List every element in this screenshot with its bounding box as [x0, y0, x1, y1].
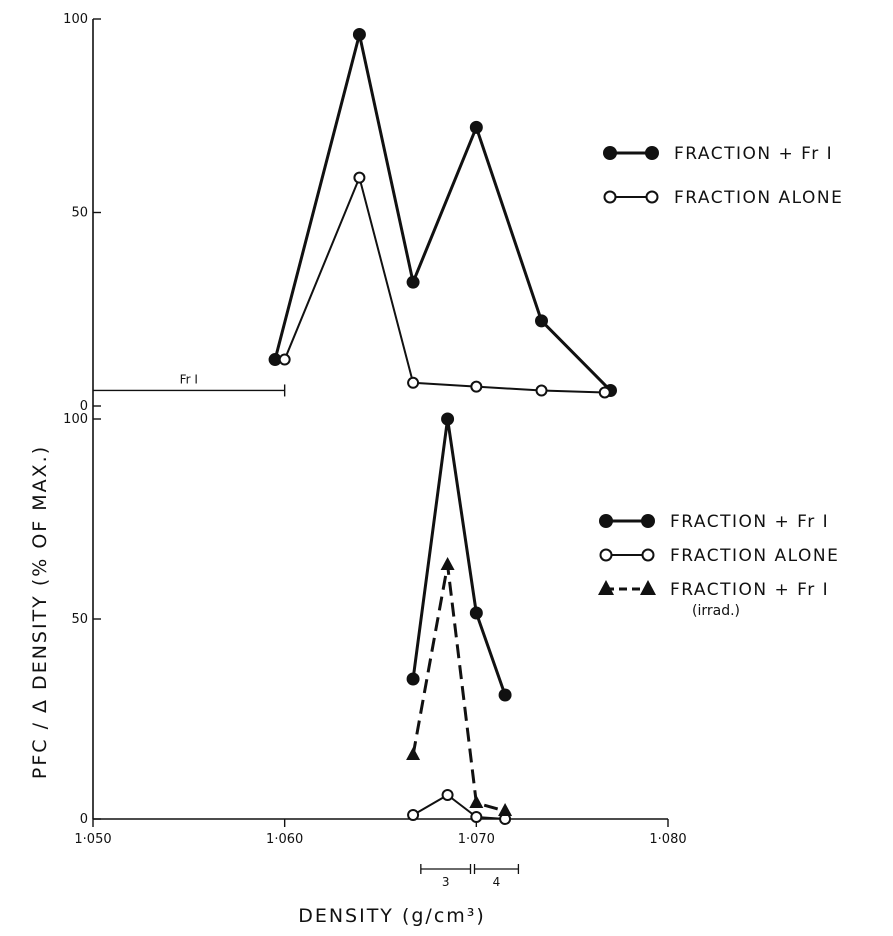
data-point-open	[353, 171, 366, 184]
x-tick-label: 1·080	[649, 832, 686, 847]
data-point-triangle	[498, 803, 513, 816]
data-point-filled	[406, 275, 420, 289]
legend-sublabel: (irrad.)	[692, 603, 740, 619]
y-tick-label: 0	[80, 812, 88, 827]
data-point-open	[278, 353, 291, 366]
data-point-open	[407, 809, 420, 821]
data-point-filled	[535, 314, 548, 328]
data-point-filled	[441, 412, 455, 426]
data-point-open	[441, 789, 454, 801]
data-point-open	[407, 376, 420, 389]
y-tick-label: 50	[71, 206, 88, 221]
data-point-filled	[469, 606, 483, 620]
legend-label: FRACTION + Fr I	[670, 512, 829, 532]
legend-label: FRACTION + Fr I	[674, 144, 833, 164]
fr1-range-label: Fr I	[180, 372, 198, 386]
data-point-triangle	[469, 795, 484, 808]
series-line	[411, 417, 507, 696]
legend-marker	[640, 580, 656, 595]
marks: Fr I 3 4	[93, 27, 617, 889]
legend-marker	[598, 580, 614, 595]
data-point-triangle	[440, 557, 455, 570]
data-point-open	[470, 380, 483, 393]
y-tick-label: 0	[80, 399, 88, 414]
series-line	[412, 794, 506, 820]
data-point-filled	[352, 27, 366, 41]
data-point-open	[470, 811, 483, 823]
legend-label: FRACTION ALONE	[674, 188, 843, 208]
y-axis-title: PFC / Δ DENSITY (% OF MAX.)	[29, 445, 51, 779]
legends: FRACTION + Fr I FRACTION ALONE FRACTION + …	[598, 144, 843, 619]
legend-marker	[603, 190, 617, 204]
legend-marker	[645, 190, 659, 204]
series-line	[283, 176, 605, 394]
data-point-filled	[406, 672, 420, 686]
legend-marker	[645, 146, 659, 160]
x-tick-label: 1·070	[458, 832, 495, 847]
data-point-triangle	[406, 747, 421, 760]
y-tick-label: 100	[63, 412, 88, 427]
series-line	[411, 563, 506, 813]
legend-label: FRACTION + Fr I	[670, 580, 829, 600]
x-axis-title: DENSITY (g/cm³)	[298, 905, 486, 927]
legend-marker	[641, 548, 655, 562]
fraction-bracket-label: 3	[442, 875, 450, 889]
legend-marker	[603, 146, 617, 160]
legend-marker	[599, 514, 613, 528]
data-point-open	[535, 384, 548, 397]
x-tick-label: 1·050	[74, 832, 111, 847]
y-tick-label: 100	[63, 12, 88, 27]
fraction-bracket-label: 4	[493, 875, 501, 889]
legend-label: FRACTION ALONE	[670, 546, 839, 566]
series-line	[273, 32, 612, 392]
legend-marker	[599, 548, 613, 562]
y-tick-label: 50	[71, 612, 88, 627]
data-point-open	[598, 386, 611, 399]
data-point-filled	[498, 688, 512, 702]
data-point-filled	[469, 120, 483, 134]
x-tick-label: 1·060	[266, 832, 303, 847]
legend-marker	[641, 514, 655, 528]
